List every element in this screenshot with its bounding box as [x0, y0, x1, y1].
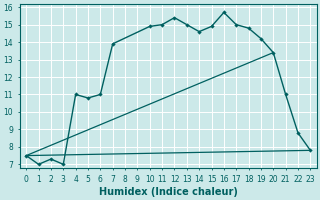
- X-axis label: Humidex (Indice chaleur): Humidex (Indice chaleur): [99, 187, 238, 197]
